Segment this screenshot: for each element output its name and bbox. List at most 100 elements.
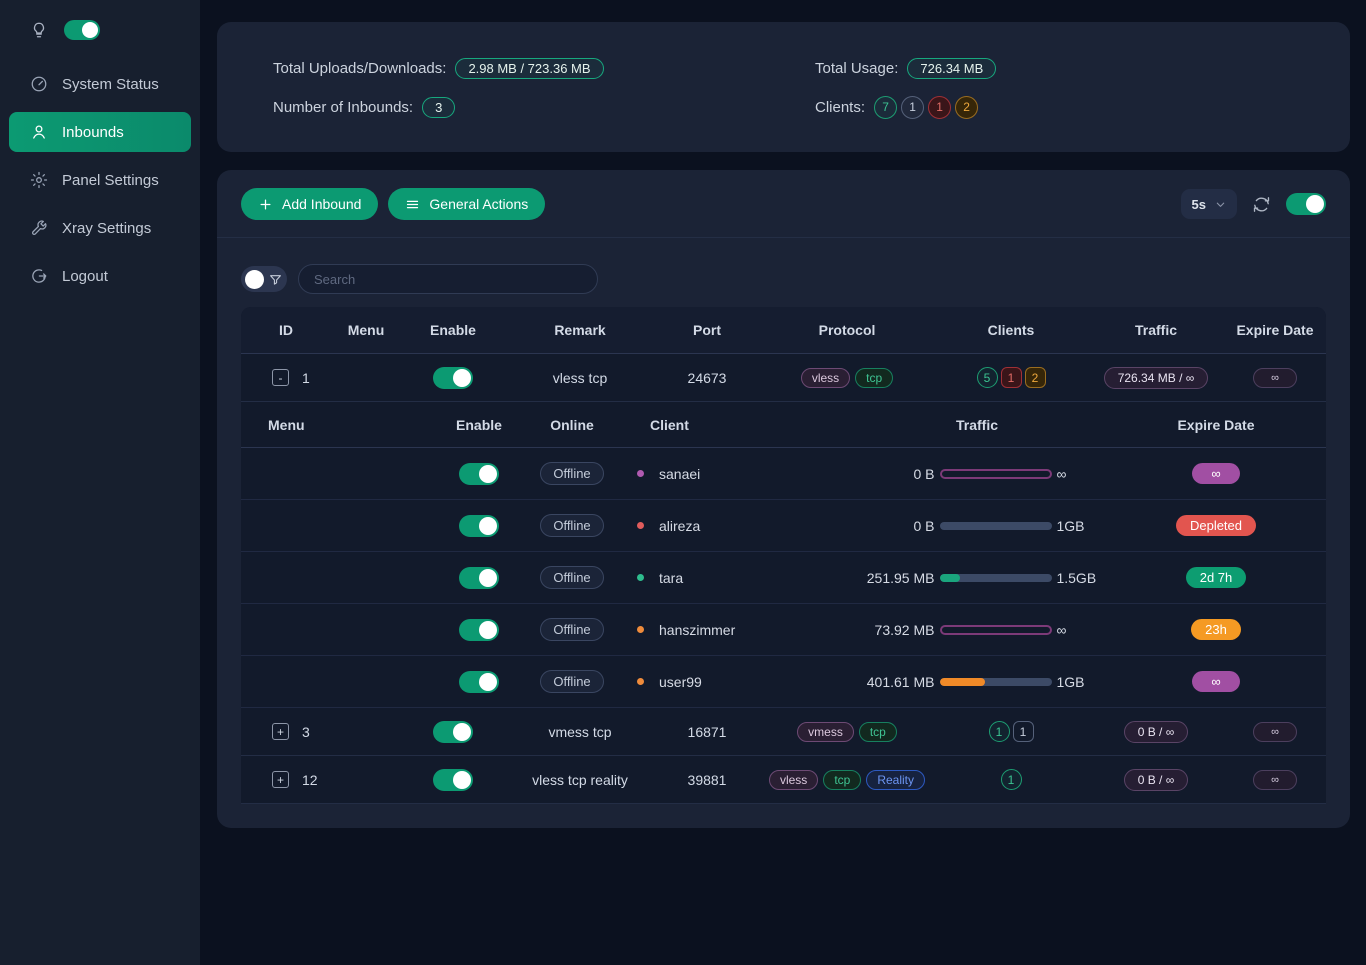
inbound-enable-toggle[interactable] bbox=[433, 720, 473, 743]
client-name: sanaei bbox=[659, 465, 701, 482]
sidebar-item-label: Logout bbox=[62, 267, 108, 285]
expand-toggle[interactable]: - bbox=[272, 369, 289, 386]
header-id: ID bbox=[279, 322, 293, 338]
client-enable-toggle[interactable] bbox=[459, 462, 499, 485]
protocol-tag: vless bbox=[800, 367, 851, 388]
qr-code-icon[interactable] bbox=[267, 516, 287, 536]
info-icon[interactable] bbox=[323, 568, 343, 588]
client-expire-badge: Depleted bbox=[1175, 515, 1257, 536]
reset-traffic-icon[interactable] bbox=[351, 620, 371, 640]
client-table: Menu Enable Online Client Traffic Expire… bbox=[241, 402, 1326, 708]
auto-refresh-toggle[interactable] bbox=[1286, 193, 1326, 215]
delete-icon[interactable] bbox=[379, 620, 399, 640]
client-color-dot bbox=[637, 470, 644, 477]
wrench-icon bbox=[30, 219, 48, 237]
qr-code-icon[interactable] bbox=[267, 568, 287, 588]
protocol-tags: vmess tcp bbox=[759, 721, 935, 742]
search-input[interactable] bbox=[298, 264, 598, 294]
sidebar-item-panel-settings[interactable]: Panel Settings bbox=[0, 160, 200, 200]
edit-icon[interactable] bbox=[295, 620, 315, 640]
inbound-count-value: 3 bbox=[422, 96, 456, 118]
refresh-icon[interactable] bbox=[1252, 195, 1271, 214]
client-header-menu: Menu bbox=[268, 416, 305, 433]
sidebar-menu: System Status Inbounds Panel Settings Xr… bbox=[0, 64, 200, 296]
kebab-menu-icon[interactable] bbox=[357, 771, 375, 789]
info-icon[interactable] bbox=[323, 516, 343, 536]
qr-code-icon[interactable] bbox=[267, 464, 287, 484]
gear-icon bbox=[30, 171, 48, 189]
reset-traffic-icon[interactable] bbox=[351, 672, 371, 692]
protocol-tag: tcp bbox=[855, 367, 894, 388]
delete-icon[interactable] bbox=[379, 516, 399, 536]
client-enable-toggle[interactable] bbox=[459, 566, 499, 589]
client-enable-toggle[interactable] bbox=[459, 670, 499, 693]
client-count-badge-green: 1 bbox=[988, 721, 1010, 742]
general-actions-button[interactable]: General Actions bbox=[388, 188, 546, 220]
online-status-badge: Offline bbox=[540, 618, 604, 641]
delete-icon[interactable] bbox=[379, 568, 399, 588]
logout-icon bbox=[30, 267, 48, 285]
clients-label: Clients: bbox=[815, 98, 866, 116]
client-expire-badge: ∞ bbox=[1192, 671, 1240, 692]
inbound-enable-toggle[interactable] bbox=[433, 768, 473, 791]
edit-icon[interactable] bbox=[295, 568, 315, 588]
qr-code-icon[interactable] bbox=[267, 672, 287, 692]
header-protocol: Protocol bbox=[818, 322, 876, 338]
info-icon[interactable] bbox=[323, 672, 343, 692]
expand-toggle[interactable]: + bbox=[272, 723, 289, 740]
reset-traffic-icon[interactable] bbox=[351, 464, 371, 484]
delete-icon[interactable] bbox=[379, 672, 399, 692]
stats-card: Total Uploads/Downloads: 2.98 MB / 723.3… bbox=[217, 22, 1350, 152]
inbound-enable-toggle[interactable] bbox=[433, 366, 473, 389]
edit-icon[interactable] bbox=[295, 516, 315, 536]
client-row: Offline tara 251.95 MB 1.5GB 2d 7h bbox=[241, 552, 1326, 604]
client-traffic-limit: 1.5GB bbox=[1056, 569, 1097, 586]
inbounds-table: ID Menu Enable Remark Port Protocol Clie… bbox=[241, 307, 1326, 804]
client-row: Offline hanszimmer 73.92 MB ∞ 23h bbox=[241, 604, 1326, 656]
total-updown-label: Total Uploads/Downloads: bbox=[273, 59, 447, 77]
client-expire-badge: 2d 7h bbox=[1185, 567, 1247, 588]
client-name: tara bbox=[659, 569, 684, 586]
refresh-interval-select[interactable]: 5s bbox=[1180, 189, 1237, 219]
reset-traffic-icon[interactable] bbox=[351, 516, 371, 536]
client-enable-toggle[interactable] bbox=[459, 514, 499, 537]
qr-code-icon[interactable] bbox=[267, 620, 287, 640]
client-traffic-limit: 1GB bbox=[1056, 517, 1085, 534]
info-icon[interactable] bbox=[323, 464, 343, 484]
inbound-row: + 12 vless tcp reality 39881 vless tcp Rea… bbox=[241, 756, 1326, 804]
funnel-icon bbox=[269, 273, 282, 286]
sidebar-item-system-status[interactable]: System Status bbox=[0, 64, 200, 104]
kebab-menu-icon[interactable] bbox=[357, 723, 375, 741]
kebab-menu-icon[interactable] bbox=[357, 369, 375, 387]
client-table-body: Offline sanaei 0 B ∞ ∞ Offline alireza 0… bbox=[241, 448, 1326, 708]
client-traffic-bar bbox=[940, 521, 1053, 530]
sidebar-item-label: Panel Settings bbox=[62, 171, 159, 189]
client-header-online: Online bbox=[550, 416, 594, 433]
info-icon[interactable] bbox=[323, 620, 343, 640]
header-port: Port bbox=[693, 322, 721, 338]
sidebar-item-label: System Status bbox=[62, 75, 159, 93]
client-traffic-bar bbox=[940, 468, 1053, 479]
protocol-tags: vless tcp bbox=[759, 367, 935, 388]
sidebar-item-xray-settings[interactable]: Xray Settings bbox=[0, 208, 200, 248]
client-color-dot bbox=[637, 626, 644, 633]
client-enable-toggle[interactable] bbox=[459, 618, 499, 641]
inbound-port: 39881 bbox=[687, 771, 727, 788]
delete-icon[interactable] bbox=[379, 464, 399, 484]
client-traffic-bar bbox=[940, 573, 1053, 582]
reset-traffic-icon[interactable] bbox=[351, 568, 371, 588]
edit-icon[interactable] bbox=[295, 672, 315, 692]
sidebar-item-logout[interactable]: Logout bbox=[0, 256, 200, 296]
client-color-dot bbox=[637, 522, 644, 529]
add-inbound-button[interactable]: Add Inbound bbox=[241, 188, 379, 220]
filter-toggle[interactable] bbox=[241, 266, 287, 292]
theme-toggle[interactable] bbox=[64, 20, 100, 40]
expand-toggle[interactable]: + bbox=[272, 771, 289, 788]
header-enable: Enable bbox=[430, 322, 476, 338]
protocol-tags: vless tcp Reality bbox=[759, 769, 935, 790]
client-table-header: Menu Enable Online Client Traffic Expire… bbox=[241, 402, 1326, 448]
sidebar-item-inbounds[interactable]: Inbounds bbox=[9, 112, 191, 152]
edit-icon[interactable] bbox=[295, 464, 315, 484]
